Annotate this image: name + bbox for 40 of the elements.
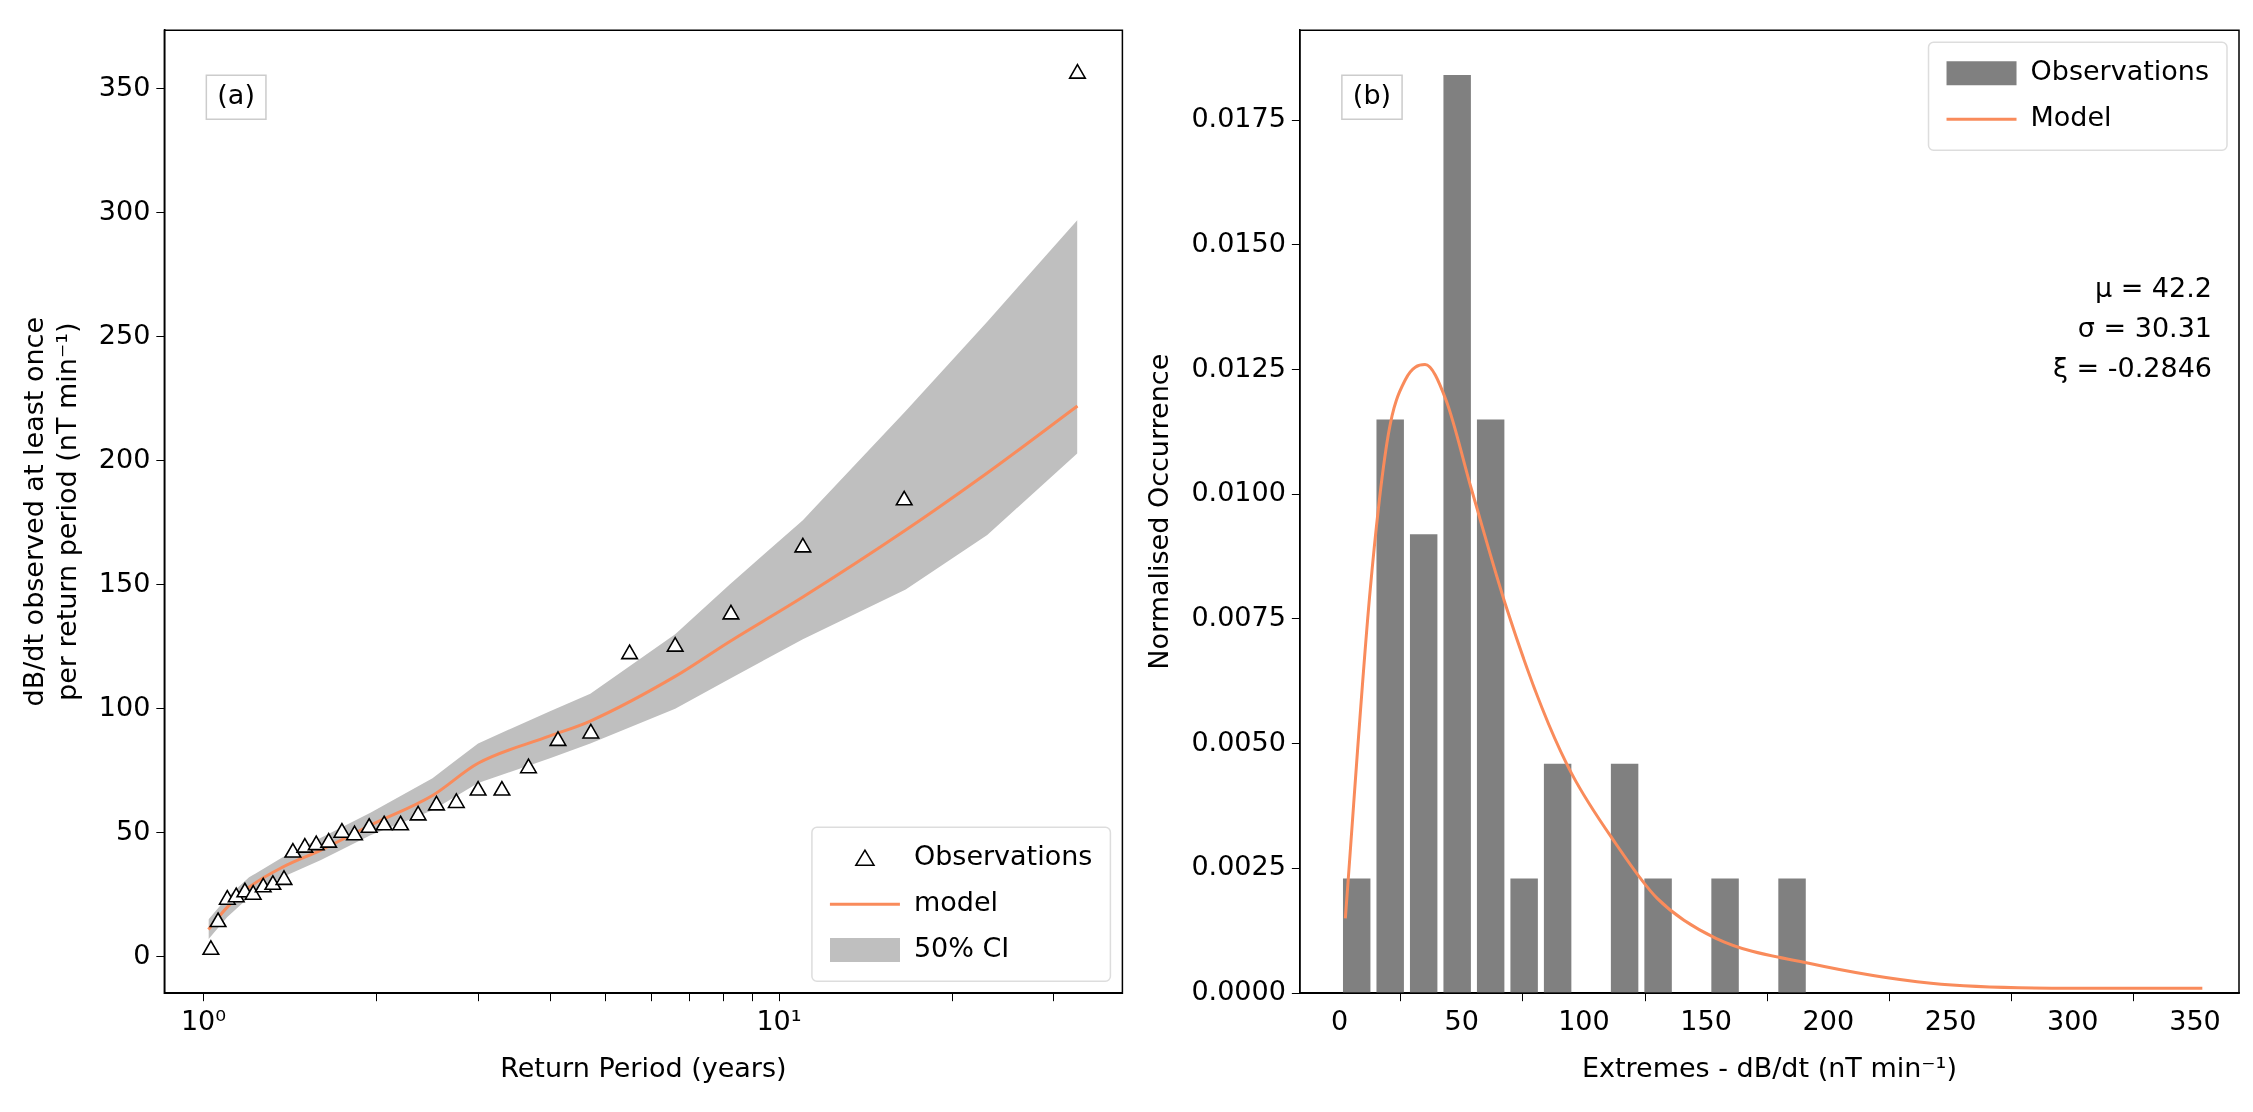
y-tick-label: 0.0100 [1191,476,1286,508]
y-tick-label: 0.0000 [1191,975,1286,1007]
y-tick-label: 0.0175 [1191,102,1286,134]
y-tick-label: 0.0050 [1191,725,1286,757]
x-tick-label: 150 [1680,1005,1732,1037]
x-tick-label: 200 [1802,1005,1855,1037]
x-tick-label: 350 [2169,1005,2221,1037]
annotation: 50% CI [913,932,1010,964]
x-tick-label: 100 [1558,1005,1610,1037]
x-tick-label: 50 [1444,1005,1479,1037]
y-tick-label: 300 [98,194,151,226]
x-tick-label: 10¹ [756,1005,802,1037]
x-tick-label: 300 [2047,1005,2099,1037]
y-tick-label: 150 [98,566,151,598]
annotation: (b) [1352,79,1392,111]
y-tick-label: 0 [133,938,151,970]
annotation: ξ = -0.2846 [2052,352,2212,384]
x-tick-label: 0 [1330,1005,1349,1037]
y-tick-label: 0.0075 [1191,600,1286,632]
x-tick-label: 250 [1924,1005,1977,1037]
x-axis-title: Extremes - dB/dt (nT min⁻¹) [1581,1051,1957,1083]
y-axis-title: dB/dt observed at least once per return period (nT min⁻¹) [18,316,82,707]
legend-label: Observations [2030,55,2209,87]
y-tick-label: 100 [98,690,151,722]
legend-label: model [913,886,998,918]
y-tick-label: 200 [98,442,151,474]
legend-label: Model [2030,101,2112,133]
x-axis-title: Return Period (years) [500,1051,787,1083]
y-axis-title: Normalised Occurrence [1143,353,1175,670]
annotation: μ = 42.2 [2094,272,2212,304]
y-tick-label: 0.0025 [1191,850,1286,882]
y-tick-label: 250 [98,318,151,350]
y-tick-label: 0.0150 [1191,226,1286,258]
y-tick-label: 0.0125 [1191,351,1286,383]
annotation: (a) [217,79,255,111]
annotation: σ = 30.31 [2077,312,2212,344]
legend-label: Observations [913,840,1093,872]
y-tick-label: 350 [98,70,151,102]
y-tick-label: 50 [115,814,151,846]
x-tick-label: 10⁰ [180,1005,227,1037]
